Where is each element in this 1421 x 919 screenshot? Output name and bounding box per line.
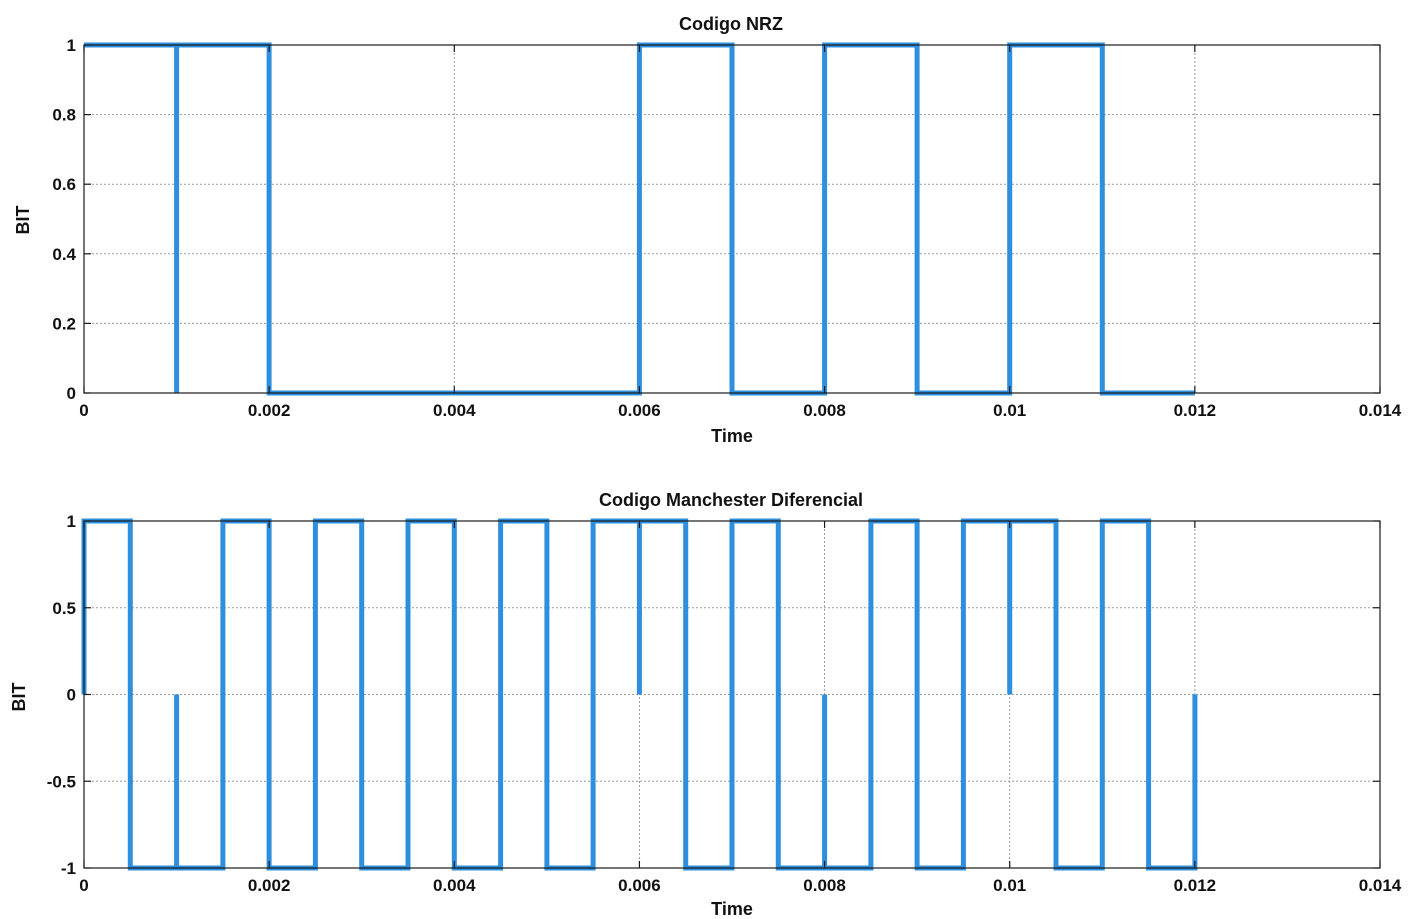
manchester-xtick-label: 0.006: [618, 876, 661, 895]
nrz-xtick-label: 0.006: [618, 401, 661, 420]
chart-manchester-ylabel: BIT: [9, 683, 29, 712]
manchester-ytick-label: 0: [67, 686, 76, 705]
manchester-xtick-label: 0.014: [1359, 876, 1402, 895]
nrz-signal-series-0: [84, 42, 1195, 396]
manchester-xtick-label: 0.004: [433, 876, 476, 895]
nrz-xtick-label: 0.014: [1359, 401, 1402, 420]
chart-nrz-signal: [84, 42, 1195, 396]
manchester-xtick-label: 0.008: [803, 876, 846, 895]
nrz-ytick-label: 0.8: [52, 106, 76, 125]
manchester-xtick-label: 0.012: [1174, 876, 1217, 895]
nrz-ytick-label: 0.4: [52, 245, 76, 264]
chart-manchester: Codigo Manchester Diferencial 0 0.002 0.00…: [9, 490, 1402, 919]
manchester-ytick-label: 0.5: [52, 599, 76, 618]
nrz-ytick-label: 1: [67, 36, 76, 55]
nrz-xtick-label: 0.004: [433, 401, 476, 420]
manchester-xtick-label: 0: [79, 876, 88, 895]
nrz-xtick-label: 0: [79, 401, 88, 420]
chart-nrz-ylabel: BIT: [13, 206, 33, 235]
nrz-xtick-label: 0.008: [803, 401, 846, 420]
manchester-xtick-label: 0.01: [993, 876, 1026, 895]
nrz-ytick-label: 0: [67, 384, 76, 403]
chart-nrz-frame: [83, 44, 1381, 394]
manchester-xtick-label: 0.002: [248, 876, 291, 895]
chart-nrz-xlabel: Time: [711, 426, 753, 446]
chart-manchester-title: Codigo Manchester Diferencial: [599, 490, 863, 510]
chart-manchester-xlabel: Time: [711, 899, 753, 919]
nrz-xtick-label: 0.01: [993, 401, 1026, 420]
nrz-ytick-label: 0.2: [52, 314, 76, 333]
nrz-xtick-label: 0.002: [248, 401, 291, 420]
nrz-ytick-label: 0.6: [52, 175, 76, 194]
chart-manchester-ticks: 0 0.002 0.004 0.006 0.008 0.01 0.012 0.014 -1 -0.…: [47, 512, 1402, 895]
chart-nrz-title: Codigo NRZ: [679, 14, 783, 34]
nrz-xtick-label: 0.012: [1174, 401, 1217, 420]
manchester-ytick-label: -1: [61, 859, 76, 878]
chart-nrz-ticks: 0 0.002 0.004 0.006 0.008 0.01 0.012 0.014 0 0.2 0…: [52, 36, 1401, 420]
manchester-ytick-label: 1: [67, 512, 76, 531]
manchester-ytick-label: -0.5: [47, 772, 76, 791]
chart-nrz: Codigo NRZ 0 0.002 0.004 0.006 0.008 0.01 0.01…: [13, 14, 1402, 446]
